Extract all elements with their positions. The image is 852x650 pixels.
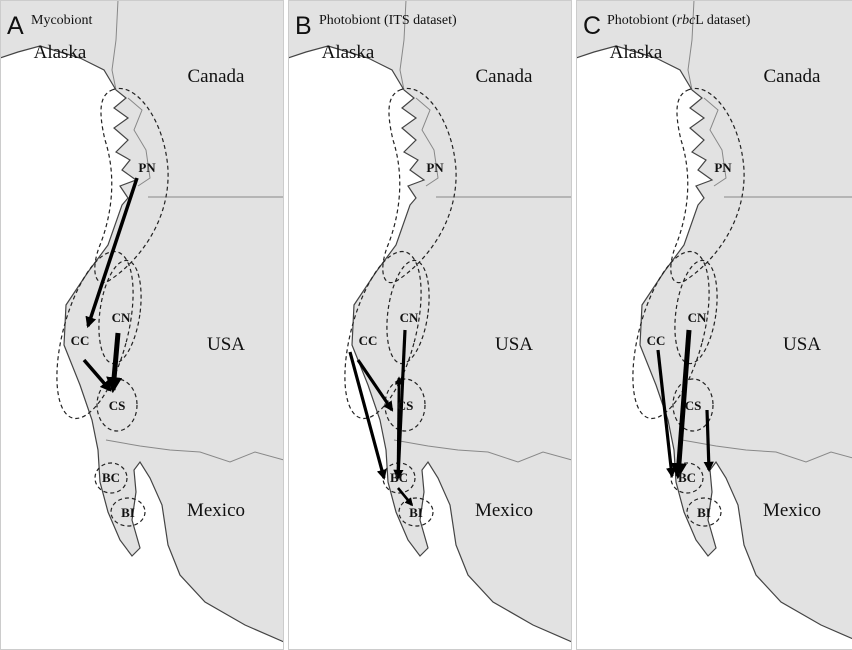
region-label: CN [112, 310, 131, 325]
place-label: Canada [476, 66, 534, 87]
zone-bc [670, 462, 704, 494]
panel-title: Photobiont (rbcL dataset) [607, 13, 751, 28]
dispersal-arrow [703, 409, 714, 473]
region-label: BC [102, 470, 120, 485]
map-area [576, 0, 852, 650]
place-label: Mexico [187, 500, 245, 521]
border-usa-mexico [681, 439, 852, 463]
place-label: Alaska [610, 42, 663, 63]
land [0, 0, 284, 643]
region-label: BI [121, 505, 135, 520]
region-label: CC [359, 333, 378, 348]
place-label: Canada [764, 66, 822, 87]
panel-title: Photobiont (ITS dataset) [319, 13, 457, 28]
region-label: CS [109, 398, 126, 413]
place-label: Canada [188, 66, 246, 87]
dispersal-arrow [82, 358, 112, 392]
panel-letter: B [295, 12, 312, 40]
zone-cn [98, 259, 142, 365]
border-alaska [687, 0, 695, 91]
dispersal-arrow [394, 376, 404, 471]
map-panel: Alaska Canada USA Mexico PN CC CN CS BC BI C Photob… [576, 0, 852, 650]
zone-cc [56, 250, 134, 420]
dispersal-arrow [396, 487, 414, 507]
region-label: BI [409, 505, 423, 520]
place-label: USA [783, 334, 821, 355]
title-part: Mycobiont [31, 13, 93, 28]
map-panel: Alaska Canada USA Mexico PN CC CN CS BC BI A Mycobi… [0, 0, 284, 650]
region-label: CS [397, 398, 414, 413]
zone-cs [672, 378, 714, 432]
title-part: Photobiont ( [607, 13, 677, 28]
region-label: BI [697, 505, 711, 520]
border-alaska [399, 0, 407, 91]
panel-title: Mycobiont [31, 13, 93, 28]
region-label: CS [685, 398, 702, 413]
dispersal-arrow [670, 329, 692, 480]
land [576, 0, 852, 640]
panel-letter: A [7, 12, 24, 40]
region-label: CN [688, 310, 707, 325]
place-label: Mexico [763, 500, 821, 521]
place-label: Alaska [34, 42, 87, 63]
inner-sound [127, 97, 151, 187]
map-panel: Alaska Canada USA Mexico PN CC CN CS BC BI B Photob… [288, 0, 572, 650]
region-label: CN [400, 310, 419, 325]
dispersal-arrow [656, 349, 677, 479]
inner-sound [703, 97, 727, 187]
place-label: USA [207, 334, 245, 355]
region-label: CC [647, 333, 666, 348]
zone-cc [632, 250, 710, 420]
dispersal-arrow [356, 359, 394, 412]
zone-pn [382, 87, 457, 284]
region-label: BC [390, 470, 408, 485]
zone-bi [110, 497, 146, 527]
zone-bc [94, 462, 128, 494]
dispersal-arrow [106, 332, 123, 394]
inner-sound [415, 97, 439, 187]
zone-pn [670, 87, 745, 284]
land [288, 0, 572, 643]
border-usa-mexico [393, 439, 572, 463]
map-area [0, 0, 284, 650]
region-label: PN [138, 160, 156, 175]
zone-bi [398, 497, 434, 527]
border-usa-mexico [105, 439, 284, 463]
dispersal-arrow [85, 177, 139, 329]
panel-letter: C [583, 12, 601, 40]
place-label: USA [495, 334, 533, 355]
place-label: Mexico [475, 500, 533, 521]
region-label: BC [678, 470, 696, 485]
title-part: Photobiont (ITS dataset) [319, 13, 457, 28]
region-label: PN [426, 160, 444, 175]
zone-bi [686, 497, 722, 527]
region-label: CC [71, 333, 90, 348]
zone-cn [386, 259, 430, 365]
dispersal-arrow [348, 351, 387, 480]
region-label: PN [714, 160, 732, 175]
title-part: rbc [677, 13, 696, 28]
title-part: L dataset) [695, 13, 750, 28]
border-alaska [111, 0, 119, 91]
map-area [288, 0, 572, 650]
place-label: Alaska [322, 42, 375, 63]
